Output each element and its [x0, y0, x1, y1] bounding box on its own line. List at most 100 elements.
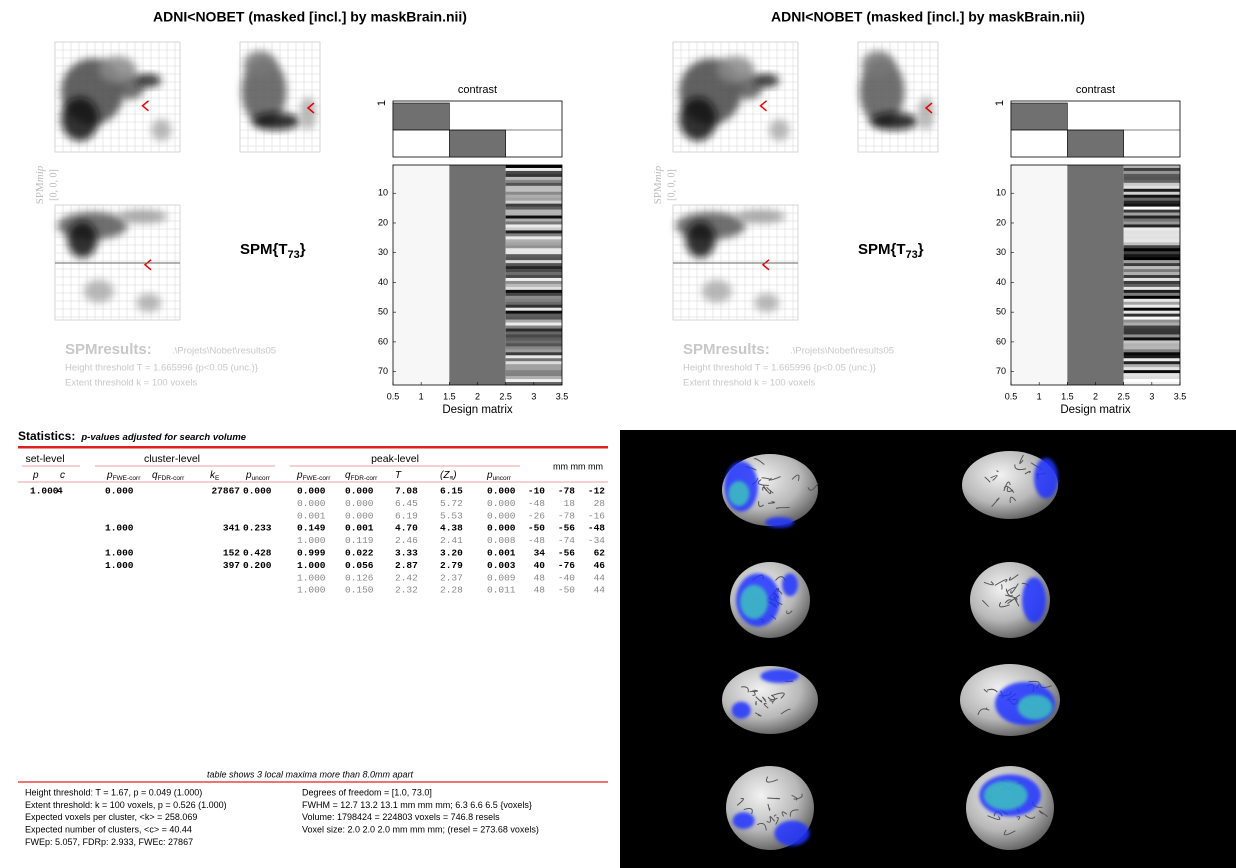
footer-right: FWHM = 12.7 13.2 13.1 mm mm mm; 6.3 6.6 …: [302, 800, 532, 810]
design-stripe: [505, 266, 562, 270]
results-path: .\Projets\Nobet\results05: [790, 346, 894, 357]
results-label: SPMresults:: [683, 341, 770, 358]
design-stripe: [1123, 215, 1180, 219]
contrast-bar: [449, 129, 506, 158]
activation-blob: [1022, 577, 1046, 623]
table-cell: 3.20: [440, 548, 463, 559]
brain-sulcus: [749, 689, 758, 693]
design-stripe: [1123, 310, 1180, 314]
design-stripe: [1123, 358, 1180, 362]
stat-tail: }: [300, 241, 306, 258]
brain-sulcus: [1003, 485, 1015, 493]
table-cell: 0.001: [297, 510, 326, 521]
stat-sub: 73: [288, 249, 300, 261]
design-stripe: [1123, 191, 1180, 196]
brain-sulcus: [766, 816, 771, 823]
table-cell: 0.001: [487, 548, 516, 559]
design-stripe: [1123, 319, 1180, 323]
table-cell: 2.41: [440, 535, 463, 546]
design-stripe: [505, 176, 562, 181]
brain-sulcus: [1009, 496, 1017, 503]
x-tick-label: 3: [531, 391, 536, 401]
brain-sulcus: [986, 688, 998, 693]
table-cell: 152: [223, 548, 240, 559]
design-stripe: [1123, 239, 1180, 243]
design-stripe: [1123, 272, 1180, 276]
table-cell: 0.000: [105, 486, 134, 497]
footer-right: Voxel size: 2.0 2.0 2.0 mm mm mm; (resel…: [302, 825, 539, 835]
brain-sulcus: [1001, 584, 1003, 590]
table-cell: 0.008: [487, 535, 516, 546]
stats-subtitle: p-values adjusted for search volume: [80, 432, 246, 443]
y-tick-label: 70: [378, 366, 388, 376]
design-stripe: [1123, 224, 1180, 228]
design-stripe: [505, 251, 562, 255]
design-xlabel: Design matrix: [1060, 404, 1131, 416]
stat-tail: }: [918, 241, 924, 258]
mip-cursor: [759, 100, 767, 112]
brain-sulcus: [789, 809, 799, 817]
y-tick-label: 30: [996, 247, 1006, 257]
column-header: puncorr: [245, 470, 271, 482]
design-stripe: [505, 313, 562, 317]
design-stripe: [1123, 254, 1180, 258]
panel-title: ADNI<NOBET (masked [incl.] by maskBrain.…: [771, 9, 1085, 25]
table-cell: 48: [534, 572, 546, 583]
design-stripe: [505, 206, 562, 210]
design-stripe: [1123, 313, 1180, 317]
table-cell: 0.000: [487, 498, 516, 509]
design-stripe: [1123, 263, 1180, 267]
mip-blob: [862, 50, 894, 78]
design-stripe: [1123, 176, 1180, 181]
table-cell: 18: [564, 498, 576, 509]
column-header-main: p: [296, 470, 303, 481]
mip-cursor: [761, 259, 770, 271]
stat-label: SPM{T73}: [858, 241, 924, 261]
mip-blob: [918, 97, 934, 130]
footer-right: Volume: 1798424 = 224803 voxels = 746.8 …: [302, 812, 500, 822]
column-header-main: p: [32, 470, 39, 481]
table-cell: 0.000: [345, 486, 374, 497]
design-stripe: [1123, 248, 1180, 252]
x-tick-label: 2: [1093, 391, 1098, 401]
brain-sulcus: [769, 815, 776, 822]
column-header: qFDR-corr: [345, 470, 378, 482]
stats-title-main: Statistics:: [18, 429, 75, 443]
activation-blob: [774, 820, 810, 846]
table-cell: 0.001: [345, 523, 374, 534]
table-cell: 2.28: [440, 585, 463, 596]
mip-blob: [83, 279, 114, 303]
results-panel: ADNI<NOBET (masked [incl.] by maskBrain.…: [652, 9, 1187, 416]
design-stripe: [1123, 194, 1180, 199]
column-header: (Z≡): [440, 470, 457, 482]
column-header-sub: uncorr: [252, 475, 271, 482]
brain-sulcus: [756, 822, 767, 831]
brain-sulcus: [1038, 810, 1049, 818]
x-tick-label: 0.5: [1005, 391, 1018, 401]
design-stripe: [505, 275, 562, 279]
design-col: [449, 165, 506, 385]
brain-sulcus: [994, 579, 1008, 586]
brain-sulcus: [755, 700, 757, 706]
brain-sulcus: [1014, 464, 1027, 471]
brain-sulcus: [1006, 586, 1016, 593]
table-cell: 3.33: [395, 548, 418, 559]
table-cell: 2.46: [395, 535, 418, 546]
design-stripe: [505, 221, 562, 225]
activation-blob: [740, 584, 768, 620]
table-cell: 27867: [211, 486, 240, 497]
table-cell: -50: [558, 585, 575, 596]
y-tick-label: 50: [996, 307, 1006, 317]
brain-sulcus: [754, 712, 762, 717]
brain-sulcus: [743, 808, 753, 815]
brain-sulcus: [1010, 583, 1019, 594]
design-stripe: [505, 212, 562, 216]
design-stripe: [1123, 325, 1180, 329]
x-tick-label: 3.5: [556, 391, 569, 401]
design-stripe: [1123, 370, 1180, 374]
column-header-main: (Z: [440, 470, 450, 481]
design-stripe: [505, 295, 562, 300]
brain-sulcus: [758, 501, 765, 507]
contrast-ytick-label: 1: [994, 100, 1006, 106]
table-cell: 1.000: [105, 523, 134, 534]
